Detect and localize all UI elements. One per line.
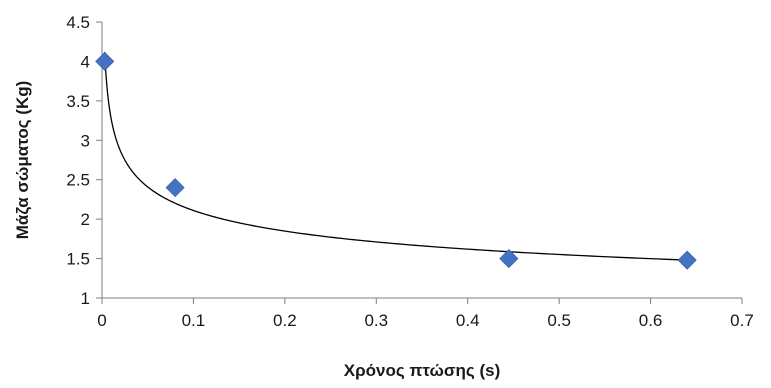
trendline	[104, 51, 688, 261]
data-point	[95, 51, 115, 71]
x-tick-label: 0.6	[639, 311, 663, 330]
data-point	[499, 249, 519, 269]
y-tick-label: 4.5	[66, 13, 90, 32]
y-axis-title: Μάζα σώματος (Kg)	[13, 81, 32, 240]
y-axis-ticks: 1 1.5 2 2.5 3 3.5 4 4.5	[66, 13, 102, 308]
y-tick-label: 3	[81, 131, 90, 150]
x-tick-label: 0	[97, 311, 106, 330]
data-point	[165, 178, 185, 198]
y-tick-label: 1	[81, 289, 90, 308]
y-tick-label: 2	[81, 210, 90, 229]
y-tick-label: 3.5	[66, 92, 90, 111]
data-point	[677, 250, 697, 270]
x-tick-label: 0.7	[730, 311, 754, 330]
x-tick-label: 0.1	[182, 311, 206, 330]
x-tick-label: 0.5	[547, 311, 571, 330]
data-points	[95, 51, 697, 270]
y-tick-label: 2.5	[66, 171, 90, 190]
axes	[101, 22, 742, 299]
x-tick-label: 0.2	[273, 311, 297, 330]
x-axis-title: Χρόνος πτώσης (s)	[344, 361, 501, 380]
y-tick-label: 4	[81, 52, 90, 71]
x-tick-label: 0.3	[364, 311, 388, 330]
x-axis-ticks: 0 0.1 0.2 0.3 0.4 0.5 0.6 0.7	[97, 298, 754, 330]
x-tick-label: 0.4	[456, 311, 480, 330]
y-tick-label: 1.5	[66, 250, 90, 269]
